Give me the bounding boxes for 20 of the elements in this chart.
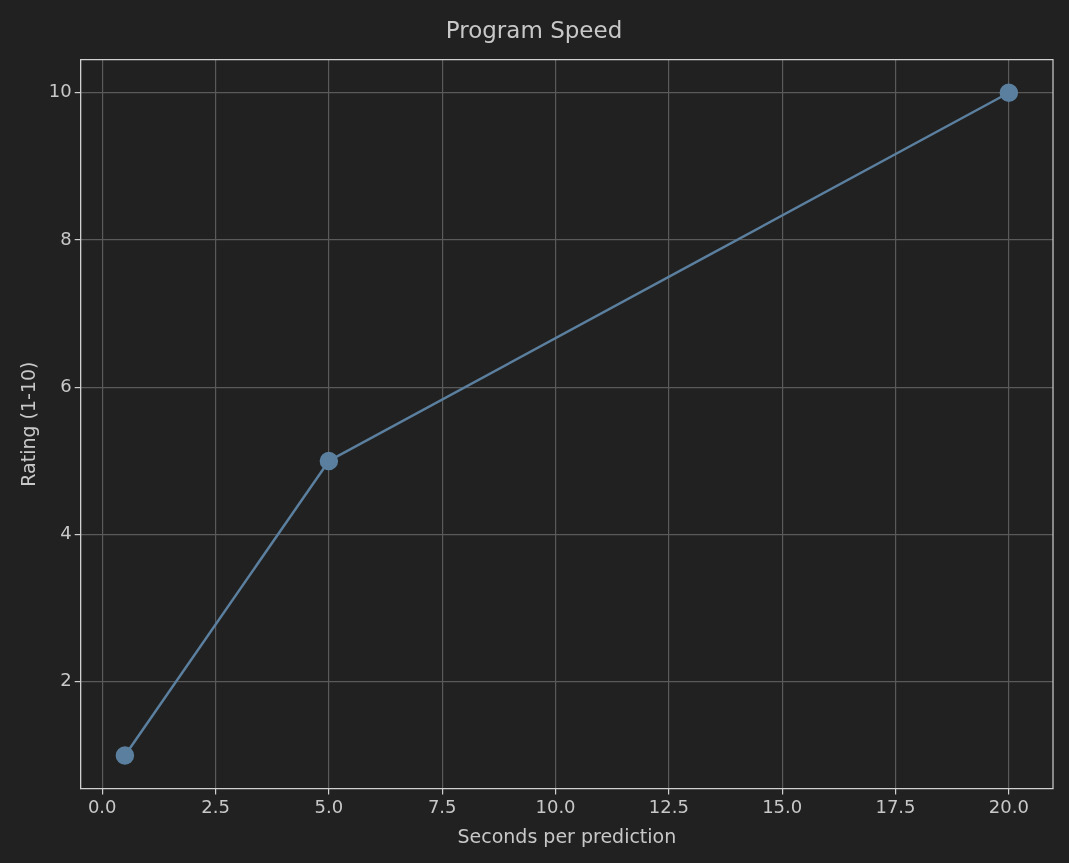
x-tick-label: 10.0: [535, 796, 576, 818]
y-tick-label: 2: [60, 669, 72, 691]
x-tick-label: 17.5: [875, 796, 916, 818]
point: [115, 746, 135, 765]
x-tick-label: 2.5: [201, 796, 230, 818]
y-tick-label: 6: [60, 374, 72, 396]
y-tick-label: 4: [60, 522, 72, 544]
x-tick-label: 7.5: [427, 796, 457, 818]
y-tick-label: 10: [48, 80, 72, 102]
chart-title: Program Speed: [445, 16, 623, 43]
x-tick-label: 15.0: [762, 796, 803, 818]
x-tick-label: 12.5: [648, 796, 689, 818]
point: [999, 83, 1019, 102]
x-axis-title: Seconds per prediction: [457, 824, 677, 847]
x-tick-label: 5.0: [314, 796, 344, 818]
y-axis-title: Rating (1-10): [17, 361, 40, 487]
x-tick-label: 20.0: [988, 796, 1029, 818]
x-tick-label: 0.0: [87, 796, 117, 818]
point: [319, 451, 339, 471]
y-tick-label: 8: [60, 227, 72, 249]
